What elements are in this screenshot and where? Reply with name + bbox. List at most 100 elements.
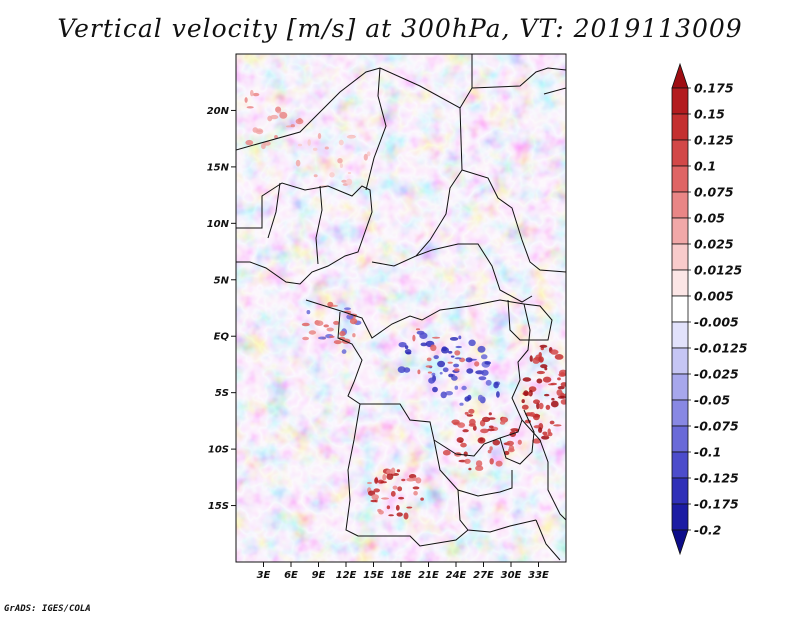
velocity-cell [463,451,468,457]
velocity-cell [477,394,484,402]
velocity-cell [339,163,343,169]
velocity-cell [459,402,464,406]
velocity-cell [533,425,541,429]
velocity-cell [556,389,563,396]
velocity-cell [560,382,566,387]
velocity-cell [507,448,515,453]
colorbar-label: 0.05 [694,211,725,226]
colorbar-swatch [671,399,689,427]
lat-tick-label: 5S [215,388,229,399]
colorbar-swatch [671,243,689,271]
colorbar-label: -0.125 [694,471,739,486]
lon-tick-label: 27E [473,570,494,581]
velocity-cell [244,97,248,103]
velocity-cell [450,355,455,358]
velocity-cell [545,404,551,410]
colorbar-label: 0.175 [694,81,734,96]
velocity-cell [464,411,469,415]
velocity-cell [557,386,565,390]
velocity-cell [255,128,264,135]
border-line [415,243,533,303]
colorbar-swatch [671,217,689,245]
colorbar-label: 0.1 [694,159,716,174]
velocity-cell [522,377,532,382]
velocity-cell [252,92,260,97]
lon-tick-label: 12E [336,570,357,581]
velocity-cell [261,143,266,150]
velocity-cell [420,497,424,501]
velocity-cell [392,485,398,490]
velocity-cell [521,399,525,404]
velocity-cell [295,159,301,167]
colorbar: 0.175 0.15 0.125 0.1 0.075 0.05 0.025 0.0125 0.0… [671,62,748,556]
velocity-cell [480,428,489,434]
colorbar-swatch [671,425,689,453]
velocity-cell [445,391,453,396]
velocity-cell [560,399,566,405]
velocity-cell [468,467,472,471]
velocity-cell [373,488,381,493]
lon-tick-label: 30E [501,570,522,581]
velocity-cell [366,151,371,157]
velocity-cell [386,473,394,480]
border-line [457,489,537,533]
velocity-cell [521,404,529,410]
velocity-cell [302,336,309,341]
velocity-cell [301,322,310,327]
velocity-cell [427,371,432,374]
velocity-cell [329,172,335,178]
velocity-cell [460,442,467,448]
velocity-cell [406,506,413,509]
velocity-cell [540,364,548,369]
velocity-cell [363,153,368,161]
border-line [499,409,535,465]
colorbar-top-arrow [671,62,689,89]
velocity-cell [374,477,379,484]
colorbar-swatch [671,295,689,323]
colorbar-label: -0.05 [694,393,730,408]
velocity-cell [307,139,311,146]
velocity-cell [523,390,529,397]
velocity-cell [482,416,491,423]
lat-tick-label: 5N [214,275,230,286]
velocity-cell [395,504,400,511]
lon-tick-label: 24E [446,570,467,581]
velocity-cell [344,307,351,311]
velocity-cell [442,449,451,456]
velocity-cell [404,345,409,350]
velocity-cell [312,147,318,151]
velocity-cell [538,427,543,433]
velocity-cell [517,439,522,445]
velocity-cell [420,342,428,347]
colorbar-label: -0.175 [694,497,739,512]
velocity-cell [549,420,555,425]
colorbar-label: -0.025 [694,367,739,382]
velocity-cell [337,158,343,164]
velocity-cell [430,344,437,352]
border-line [461,169,566,273]
velocity-cell [475,460,483,467]
velocity-cell [538,402,544,410]
velocity-cell [454,368,460,372]
velocity-cell [380,481,387,484]
velocity-cell [413,490,418,496]
velocity-cell [346,178,353,186]
lat-tick-label: 20N [207,106,230,117]
velocity-cell [499,421,506,425]
velocity-cell [346,314,354,320]
lon-tick-label: 33E [528,570,549,581]
border-line [371,107,463,267]
velocity-cell [474,361,480,367]
velocity-cell [454,350,461,356]
velocity-cell [468,408,475,414]
velocity-cell [308,330,317,335]
velocity-cell [478,376,487,381]
velocity-cell [477,437,486,444]
border-line [236,182,373,285]
velocity-cell [456,437,464,443]
velocity-cell [386,505,391,510]
velocity-cell [454,357,462,360]
border-line [511,303,566,521]
velocity-cell [403,512,409,520]
